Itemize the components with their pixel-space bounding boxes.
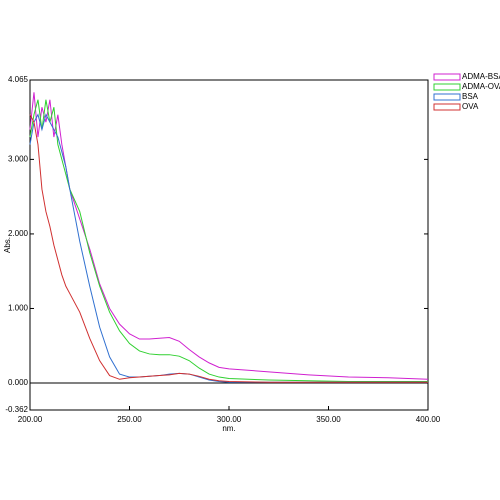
x-tick-label: 250.00	[117, 415, 142, 424]
legend-swatch	[433, 103, 461, 111]
y-tick-label: 3.000	[8, 154, 29, 163]
legend-swatch	[433, 83, 461, 91]
x-tick-label: 400.00	[416, 415, 441, 424]
x-tick-label: 300.00	[217, 415, 242, 424]
legend-label: ADMA-BSA	[462, 72, 500, 81]
series-line	[29, 99, 428, 383]
y-tick-label: 1.000	[8, 304, 29, 313]
x-axis-label: nm.	[222, 424, 235, 433]
series-line	[29, 114, 428, 383]
y-tick-label: 0.000	[8, 378, 29, 387]
legend-swatch	[433, 93, 461, 101]
legend-label: BSA	[462, 92, 479, 101]
y-tick-label: 4.065	[8, 75, 29, 84]
y-axis-label: Abs.	[3, 237, 12, 253]
legend-label: OVA	[462, 102, 479, 111]
plot-frame	[29, 79, 429, 411]
y-tick-label: 2.000	[8, 229, 29, 238]
x-tick-label: 350.00	[316, 415, 341, 424]
x-tick-label: 200.00	[18, 415, 43, 424]
legend-swatch	[433, 73, 461, 81]
series-line	[29, 113, 428, 383]
legend-label: ADMA-OVA	[462, 82, 500, 91]
series-line	[29, 92, 429, 380]
y-tick-label: -0.362	[5, 405, 28, 414]
